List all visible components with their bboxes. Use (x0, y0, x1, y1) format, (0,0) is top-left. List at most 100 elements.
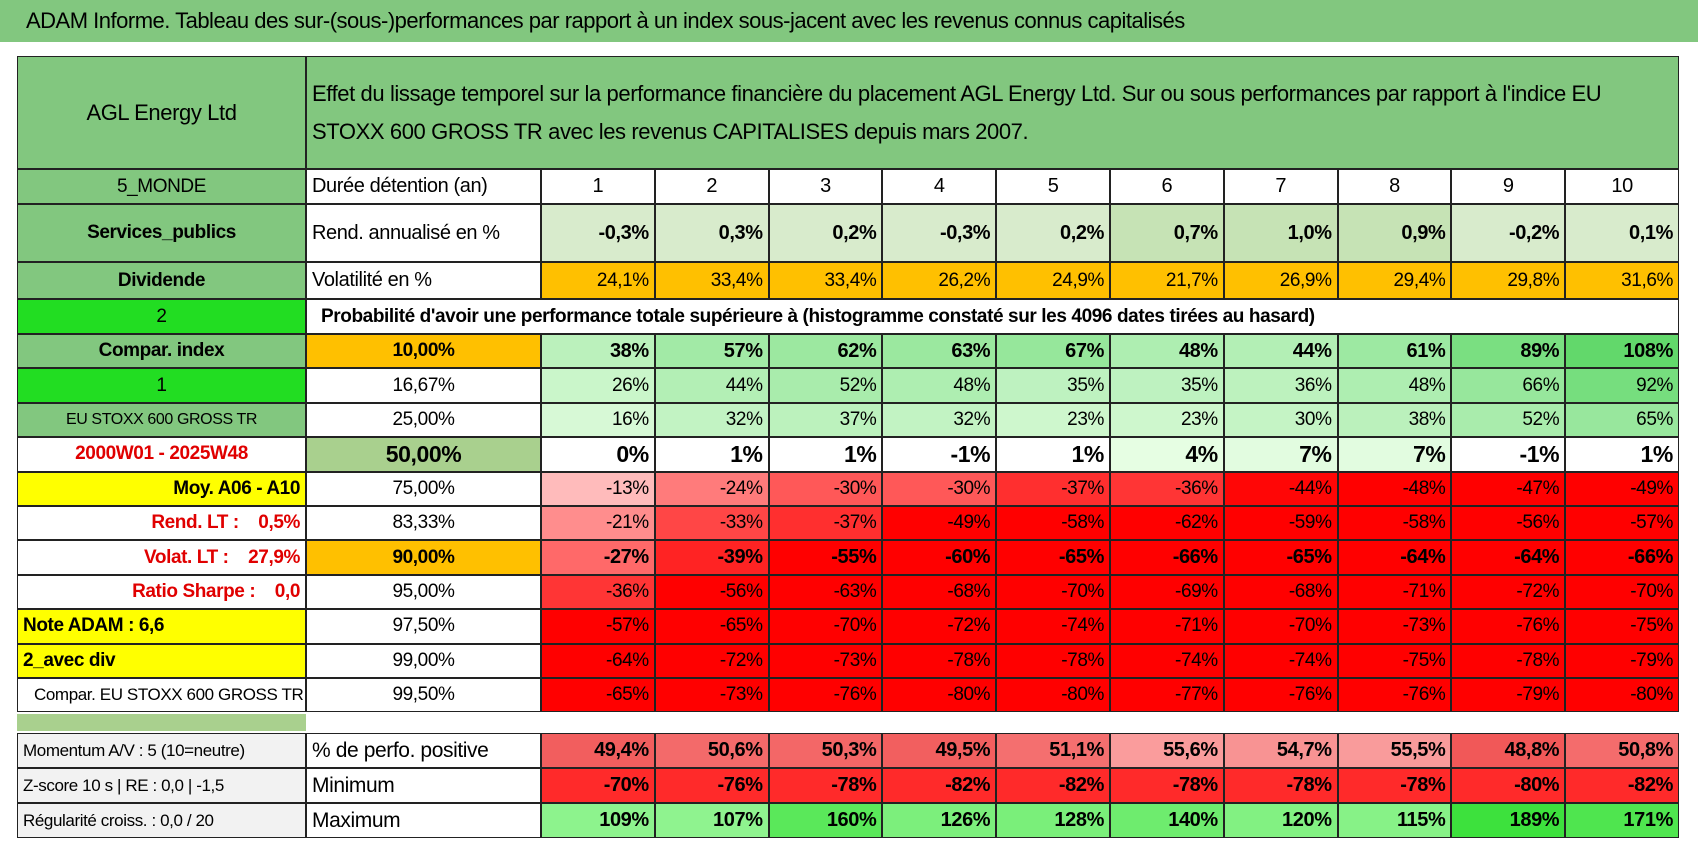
value-cell: 8 (1337, 169, 1452, 204)
value-cell: -48% (1337, 471, 1452, 506)
value-cell: 0,7% (1110, 204, 1224, 262)
value-cell: 29,4% (1337, 262, 1452, 299)
row-header: Note ADAM : 6,6 (17, 609, 306, 644)
row-header: Z-score 10 s | RE : 0,0 | -1,5 (17, 768, 306, 804)
value-cell: 33,4% (768, 262, 883, 299)
row-header: 2000W01 - 2025W48 (17, 437, 306, 472)
value-cell: -78% (1337, 768, 1452, 804)
value-cell: -37% (768, 506, 883, 541)
value-cell: -80% (1451, 768, 1566, 804)
row-header: EU STOXX 600 GROSS TR (17, 402, 306, 438)
value-cell: -73% (1337, 609, 1452, 644)
value-cell: 7% (1223, 437, 1338, 472)
value-cell: -80% (1565, 678, 1679, 713)
value-cell: 67% (996, 334, 1110, 369)
value-cell: 0,3% (654, 204, 769, 262)
value-cell: 32% (654, 402, 769, 438)
value-cell: -70% (1223, 609, 1338, 644)
row-header: Rend. LT : 0,5% (17, 506, 306, 541)
value-cell: -0,3% (541, 204, 655, 262)
value-cell: -76% (768, 678, 883, 713)
value-cell: 35% (1110, 368, 1224, 403)
value-cell: -77% (1110, 678, 1224, 713)
value-cell: -57% (1565, 506, 1679, 541)
value-cell: -44% (1223, 471, 1338, 506)
value-cell: -58% (1337, 506, 1452, 541)
row-label: Minimum (306, 768, 541, 804)
row-header: 1 (17, 368, 306, 403)
value-cell: -66% (1565, 540, 1679, 575)
value-cell: -76% (1223, 678, 1338, 713)
row-header: Momentum A/V : 5 (10=neutre) (17, 733, 306, 769)
value-cell: -49% (1565, 471, 1679, 506)
value-cell: -56% (654, 574, 769, 610)
value-cell: -76% (654, 768, 769, 804)
value-cell: -72% (654, 643, 769, 678)
value-cell: 44% (1223, 334, 1338, 369)
value-cell: 189% (1451, 803, 1566, 839)
value-cell: 50,6% (654, 733, 769, 769)
row-header: Dividende (17, 262, 306, 299)
value-cell: -64% (1451, 540, 1566, 575)
value-cell: -56% (1451, 506, 1566, 541)
value-cell: -49% (882, 506, 997, 541)
value-cell: -62% (1110, 506, 1224, 541)
value-cell: 52% (1451, 402, 1566, 438)
value-cell: -65% (654, 609, 769, 644)
value-cell: 140% (1110, 803, 1224, 839)
value-cell: 128% (996, 803, 1110, 839)
value-cell: -37% (996, 471, 1110, 506)
value-cell: -82% (882, 768, 997, 804)
value-cell: 48% (882, 368, 997, 403)
value-cell: 0,9% (1337, 204, 1452, 262)
value-cell: -79% (1565, 643, 1679, 678)
value-cell: -80% (996, 678, 1110, 713)
value-cell: 33,4% (654, 262, 769, 299)
value-cell: -0,2% (1451, 204, 1566, 262)
value-cell: -82% (1565, 768, 1679, 804)
value-cell: 107% (654, 803, 769, 839)
row-label: Rend. annualisé en % (306, 204, 541, 262)
value-cell: 52% (768, 368, 883, 403)
value-cell: 54,7% (1223, 733, 1338, 769)
value-cell: 126% (882, 803, 997, 839)
value-cell: 120% (1223, 803, 1338, 839)
value-cell: 109% (541, 803, 655, 839)
value-cell: -78% (1223, 768, 1338, 804)
value-cell: -27% (541, 540, 655, 575)
value-cell: 26,9% (1223, 262, 1338, 299)
value-cell: -72% (882, 609, 997, 644)
value-cell: 36% (1223, 368, 1338, 403)
value-cell: -65% (996, 540, 1110, 575)
value-cell: -79% (1451, 678, 1566, 713)
value-cell: -68% (882, 574, 997, 610)
value-cell: -59% (1223, 506, 1338, 541)
value-cell: -36% (1110, 471, 1224, 506)
value-cell: 0,1% (1565, 204, 1679, 262)
value-cell: 49,4% (541, 733, 655, 769)
row-label: Maximum (306, 803, 541, 839)
row-header: 2_avec div (17, 643, 306, 678)
value-cell: 1% (768, 437, 883, 472)
row-header: Services_publics (17, 204, 306, 262)
value-cell: -73% (654, 678, 769, 713)
row-label: 50,00% (306, 437, 541, 472)
value-cell: 21,7% (1110, 262, 1224, 299)
value-cell: -65% (1223, 540, 1338, 575)
value-cell: 24,1% (541, 262, 655, 299)
value-cell: -73% (768, 643, 883, 678)
value-cell: 108% (1565, 334, 1679, 369)
row-header: Moy. A06 - A10 (17, 471, 306, 506)
value-cell: 115% (1337, 803, 1452, 839)
value-cell: -30% (882, 471, 997, 506)
value-cell: 92% (1565, 368, 1679, 403)
value-cell: -72% (1451, 574, 1566, 610)
value-cell: 1% (654, 437, 769, 472)
value-cell: 55,5% (1337, 733, 1452, 769)
value-cell: -75% (1565, 609, 1679, 644)
value-cell: -70% (1565, 574, 1679, 610)
value-cell: -65% (541, 678, 655, 713)
row-label: 97,50% (306, 609, 541, 644)
value-cell: 26,2% (882, 262, 997, 299)
